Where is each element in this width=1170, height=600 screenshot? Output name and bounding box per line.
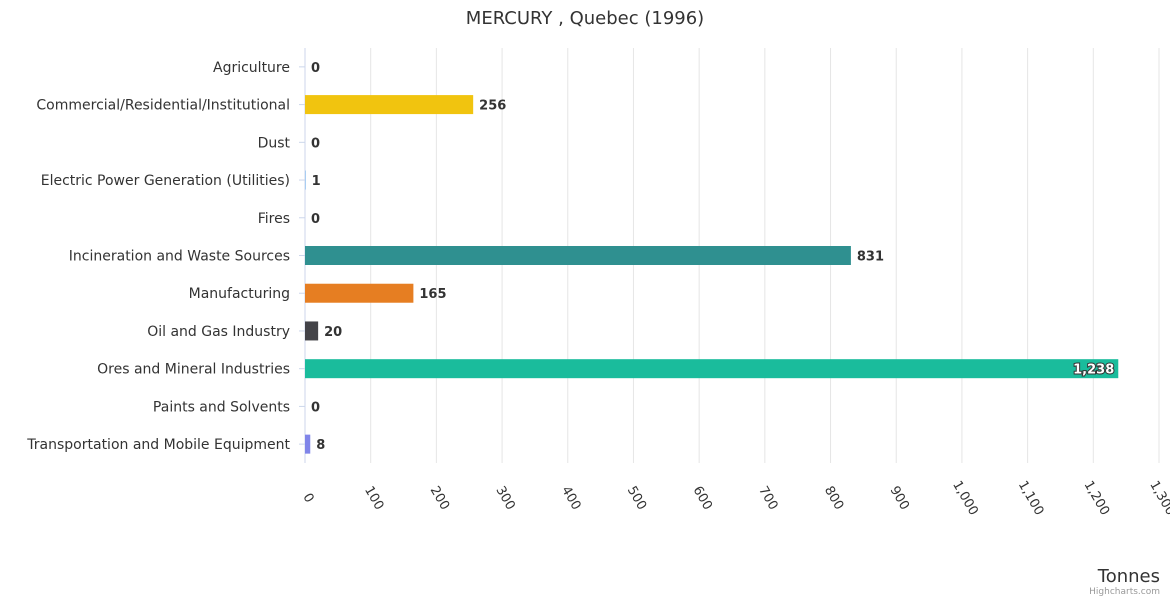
tick-label: 200 — [427, 484, 452, 513]
data-label: 831 — [857, 250, 884, 265]
category-label: Incineration and Waste Sources — [69, 249, 290, 265]
bar[interactable] — [305, 434, 311, 454]
category-label: Dust — [258, 135, 291, 151]
data-label: 165 — [419, 287, 446, 302]
bar[interactable] — [305, 246, 851, 265]
data-label: 1 — [312, 174, 321, 189]
category-label: Oil and Gas Industry — [147, 324, 290, 340]
category-labels: Agriculture Commercial/Residential/Instit… — [26, 60, 290, 453]
data-label: 0 — [311, 136, 320, 151]
tick-label: 1,100 — [1015, 478, 1047, 518]
value-axis-title: Tonnes — [1097, 566, 1160, 587]
category-label: Manufacturing — [189, 286, 290, 302]
data-label: 256 — [479, 99, 506, 114]
credits[interactable]: Highcharts.com — [1089, 587, 1160, 597]
category-label: Paints and Solvents — [153, 399, 290, 415]
data-label: 8 — [316, 438, 325, 453]
tick-label: 1,000 — [949, 478, 981, 518]
tick-label: 900 — [887, 484, 912, 513]
tick-label: 400 — [558, 484, 583, 513]
category-label: Ores and Mineral Industries — [97, 362, 290, 378]
value-axis-ticks: 0 100 200 300 400 500 600 700 800 900 1,000 1,100 1,… — [299, 478, 1170, 518]
tick-label: 300 — [492, 484, 517, 513]
data-label: 1,238 — [1073, 363, 1114, 378]
bar[interactable] — [305, 321, 319, 341]
category-label: Transportation and Mobile Equipment — [26, 437, 290, 453]
bar[interactable] — [305, 95, 474, 115]
chart-title: MERCURY , Quebec (1996) — [466, 8, 704, 29]
data-label: 0 — [311, 212, 320, 227]
tick-label: 100 — [361, 484, 386, 513]
tick-label: 1,200 — [1081, 478, 1113, 518]
tick-label: 600 — [689, 484, 714, 513]
data-label: 0 — [311, 61, 320, 76]
category-label: Agriculture — [213, 60, 290, 76]
tick-label: 800 — [821, 484, 846, 513]
bar[interactable] — [305, 359, 1119, 379]
tick-label: 700 — [755, 484, 780, 513]
tick-label: 0 — [299, 491, 316, 506]
bar[interactable] — [305, 170, 306, 190]
data-label: 0 — [311, 400, 320, 415]
bar[interactable] — [305, 283, 414, 303]
category-label: Electric Power Generation (Utilities) — [41, 173, 290, 189]
category-label: Commercial/Residential/Institutional — [36, 98, 290, 114]
category-label: Fires — [258, 211, 290, 227]
tick-label: 1,300 — [1146, 478, 1170, 518]
tick-label: 500 — [624, 484, 649, 513]
bars — [305, 95, 1119, 454]
data-labels: 0 256 0 1 0 831 165 20 1,238 0 8 — [311, 61, 1115, 453]
data-label: 20 — [324, 325, 342, 340]
